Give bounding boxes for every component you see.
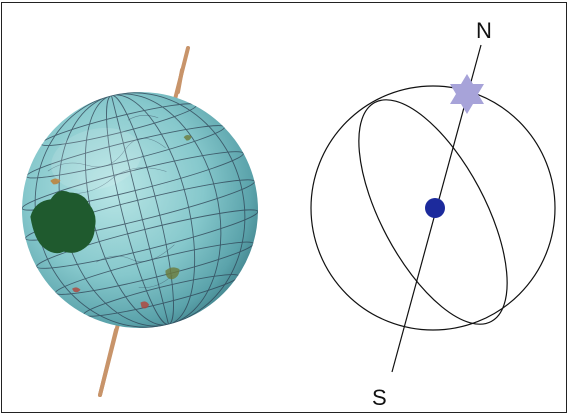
center-dot-icon — [425, 198, 445, 218]
celestial-diagram: N S — [310, 18, 556, 410]
six-point-star-icon — [450, 74, 484, 114]
globe-sphere — [21, 92, 259, 328]
australia-landmass — [30, 190, 96, 254]
north-label: N — [476, 18, 492, 43]
globe-photo — [21, 46, 259, 397]
south-label: S — [372, 385, 387, 410]
tilted-great-circle — [358, 99, 508, 325]
outer-sphere-circle — [310, 85, 556, 331]
